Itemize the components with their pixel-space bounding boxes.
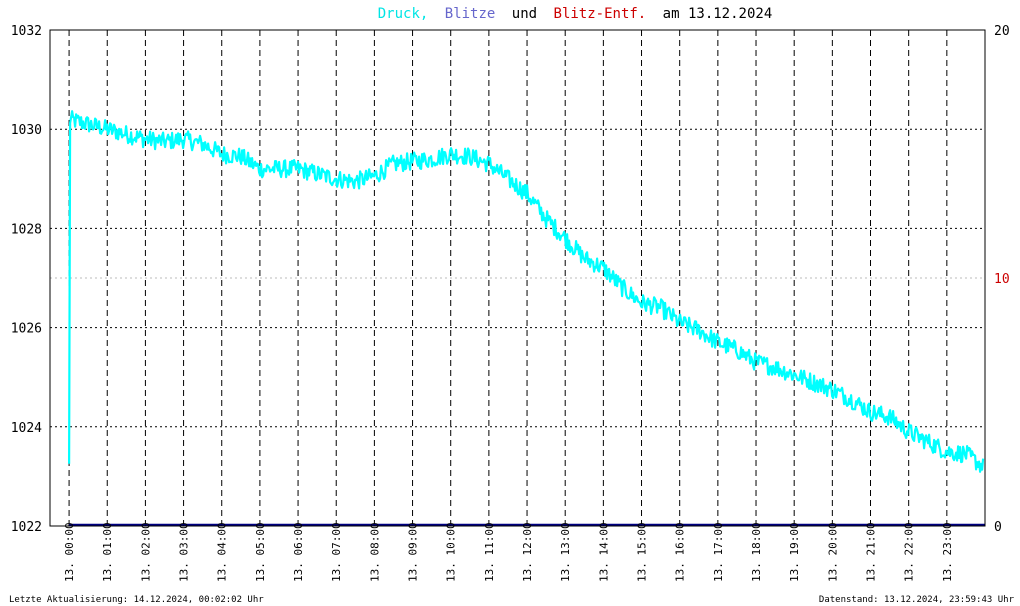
x-tick-label: 13. 00:00	[63, 522, 76, 582]
footer-data-status: Datenstand: 13.12.2024, 23:59:43 Uhr	[819, 595, 1015, 605]
y-right-tick-label: 0	[994, 520, 1002, 535]
y-right-tick-label: 10	[994, 272, 1010, 287]
title-part-und: und	[512, 6, 537, 22]
chart-title: Druck, Blitze und Blitz-Entf. am 13.12.2…	[378, 6, 773, 22]
y-left-tick-label: 1022	[11, 520, 42, 535]
x-tick-label: 13. 04:00	[216, 522, 229, 582]
series-layer	[68, 110, 985, 527]
pressure-series-line	[68, 110, 985, 473]
y-left-tick-label: 1032	[11, 24, 42, 39]
x-tick-label: 13. 11:00	[483, 522, 496, 582]
x-tick-label: 13. 16:00	[674, 522, 687, 582]
x-tick-label: 13. 18:00	[750, 522, 763, 582]
x-tick-label: 13. 13:00	[559, 522, 572, 582]
x-tick-label: 13. 19:00	[788, 522, 801, 582]
x-tick-label: 13. 14:00	[597, 522, 610, 582]
title-part-blitze: Blitze	[445, 6, 496, 22]
x-tick-label: 13. 20:00	[826, 522, 839, 582]
footer-last-update: Letzte Aktualisierung: 14.12.2024, 00:02…	[9, 595, 264, 605]
y-left-tick-label: 1028	[11, 222, 42, 237]
svg-text:Druck, Blitze: Druck, Blitze und Blitz-Entf. am 13.12.2…	[378, 6, 773, 22]
x-tick-label: 13. 08:00	[368, 522, 381, 582]
axes: 1032 1030 1028 1026 1024 1022 20 10 0 13. 00:00 13…	[11, 24, 1010, 582]
x-tick-label: 13. 06:00	[292, 522, 305, 582]
footer: Letzte Aktualisierung: 14.12.2024, 00:02…	[9, 595, 1015, 605]
y-left-tick-label: 1030	[11, 123, 42, 138]
x-tick-label: 13. 22:00	[903, 522, 916, 582]
x-tick-label: 13. 12:00	[521, 522, 534, 582]
x-tick-label: 13. 01:00	[101, 522, 114, 582]
x-tick-label: 13. 02:00	[139, 522, 152, 582]
y-left-tick-label: 1024	[11, 421, 42, 436]
title-part-date: am 13.12.2024	[663, 6, 773, 22]
title-part-blitz-entf: Blitz-Entf.	[554, 6, 647, 22]
grid	[50, 30, 985, 526]
x-tick-label: 13. 21:00	[865, 522, 878, 582]
title-part-druck: Druck,	[378, 6, 429, 22]
y-right-tick-label: 20	[994, 24, 1010, 39]
x-tick-label: 13. 15:00	[636, 522, 649, 582]
x-tick-label: 13. 05:00	[254, 522, 267, 582]
x-tick-label: 13. 10:00	[445, 522, 458, 582]
x-tick-label: 13. 17:00	[712, 522, 725, 582]
x-tick-label: 13. 09:00	[407, 522, 420, 582]
y-left-tick-label: 1026	[11, 322, 42, 337]
x-tick-label: 13. 23:00	[941, 522, 954, 582]
x-tick-label: 13. 07:00	[330, 522, 343, 582]
x-tick-label: 13. 03:00	[178, 522, 191, 582]
plot-border	[49, 29, 986, 527]
